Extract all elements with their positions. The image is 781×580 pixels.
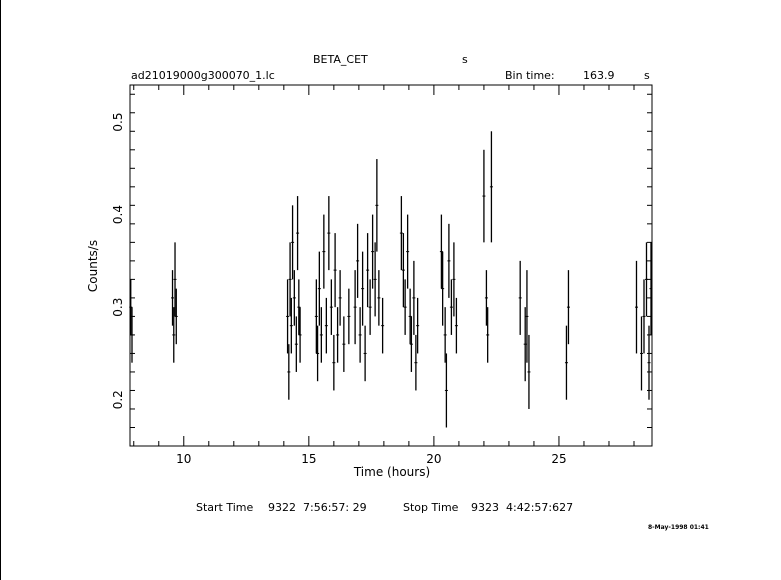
data-point xyxy=(358,307,362,363)
bin-time-label: Bin time: xyxy=(505,69,555,82)
bin-time-unit: s xyxy=(644,69,650,82)
data-point xyxy=(363,325,367,382)
data-point xyxy=(347,288,351,345)
data-point xyxy=(336,307,340,363)
data-point xyxy=(639,316,643,391)
data-point xyxy=(649,242,653,335)
data-point xyxy=(368,279,372,335)
data-point xyxy=(338,270,342,326)
object-title: BETA_CET xyxy=(313,53,368,66)
filename-label: ad21019000g300070_1.lc xyxy=(131,69,275,82)
bin-time-value: 163.9 xyxy=(583,69,615,82)
data-point xyxy=(381,297,385,354)
data-point xyxy=(288,242,292,317)
data-point xyxy=(322,214,326,289)
data-point xyxy=(525,270,529,363)
data-point xyxy=(327,196,331,271)
data-point xyxy=(294,316,298,372)
data-point xyxy=(449,279,453,335)
data-point xyxy=(361,251,365,326)
data-point xyxy=(373,242,377,317)
data-point xyxy=(647,325,651,400)
x-axis-label: Time (hours) xyxy=(353,465,430,479)
data-point xyxy=(342,316,346,372)
data-point xyxy=(332,334,336,391)
data-point xyxy=(319,307,323,363)
plot-frame xyxy=(129,84,653,447)
data-point xyxy=(356,223,360,298)
data-point xyxy=(564,325,568,400)
data-point xyxy=(642,279,646,354)
window-edge xyxy=(0,0,1,580)
data-point xyxy=(443,307,447,363)
data-point xyxy=(316,325,320,382)
data-point xyxy=(329,279,333,335)
y-tick-label: 0.2 xyxy=(111,390,125,409)
data-point xyxy=(172,307,176,363)
data-point xyxy=(409,316,413,372)
data-point xyxy=(527,334,531,409)
data-point xyxy=(286,279,290,354)
data-point xyxy=(130,307,134,363)
data-point xyxy=(447,223,451,298)
data-point xyxy=(444,353,448,428)
data-point xyxy=(482,149,486,243)
data-point xyxy=(333,233,337,308)
tick-labels: 10 15 20 25 0.2 0.3 0.4 0.5 xyxy=(111,112,567,466)
data-point xyxy=(377,270,381,326)
x-tick-label: 25 xyxy=(551,452,566,466)
data-point xyxy=(484,270,488,326)
y-axis-label: Counts/s xyxy=(86,240,100,292)
data-point xyxy=(173,242,177,317)
data-point xyxy=(291,205,295,280)
date-stamp: 8-May-1998 01:41 xyxy=(648,524,709,531)
data-point xyxy=(518,260,522,335)
data-point xyxy=(371,214,375,289)
data-point xyxy=(412,260,416,335)
data-point xyxy=(314,279,318,354)
y-tick-label: 0.4 xyxy=(111,205,125,224)
data-point xyxy=(366,233,370,308)
data-point xyxy=(403,279,407,335)
data-point xyxy=(353,270,357,345)
data-point xyxy=(287,344,291,400)
data-point xyxy=(406,214,410,289)
data-point xyxy=(452,242,456,317)
x-tick-label: 10 xyxy=(176,452,191,466)
data-point xyxy=(486,307,490,363)
y-tick-label: 0.3 xyxy=(111,298,125,317)
stop-time-value: 9323 4:42:57:627 xyxy=(471,501,574,514)
data-point xyxy=(566,270,570,345)
data-point xyxy=(298,307,302,363)
data-point xyxy=(317,251,321,326)
data-point xyxy=(634,260,638,354)
data-point xyxy=(171,270,175,326)
data-point xyxy=(375,159,379,252)
data-point xyxy=(292,270,296,326)
data-point xyxy=(454,297,458,354)
data-point xyxy=(296,196,300,271)
object-unit: s xyxy=(462,53,468,66)
data-point xyxy=(644,242,648,317)
start-time-label: Start Time xyxy=(196,501,254,514)
data-point xyxy=(489,131,493,243)
data-point xyxy=(416,297,420,354)
y-tick-label: 0.5 xyxy=(111,112,125,131)
data-point xyxy=(401,233,405,308)
data-points xyxy=(129,131,653,428)
data-point xyxy=(174,288,178,345)
data-point xyxy=(399,196,403,271)
x-tick-label: 15 xyxy=(301,452,316,466)
start-time-value: 9322 7:56:57: 29 xyxy=(268,501,367,514)
axis-ticks xyxy=(130,85,652,447)
stop-time-label: Stop Time xyxy=(403,501,459,514)
data-point xyxy=(414,334,418,391)
data-point xyxy=(324,297,328,354)
data-point xyxy=(441,251,445,326)
x-tick-label: 20 xyxy=(426,452,441,466)
data-point xyxy=(289,297,293,354)
data-point xyxy=(523,307,527,382)
